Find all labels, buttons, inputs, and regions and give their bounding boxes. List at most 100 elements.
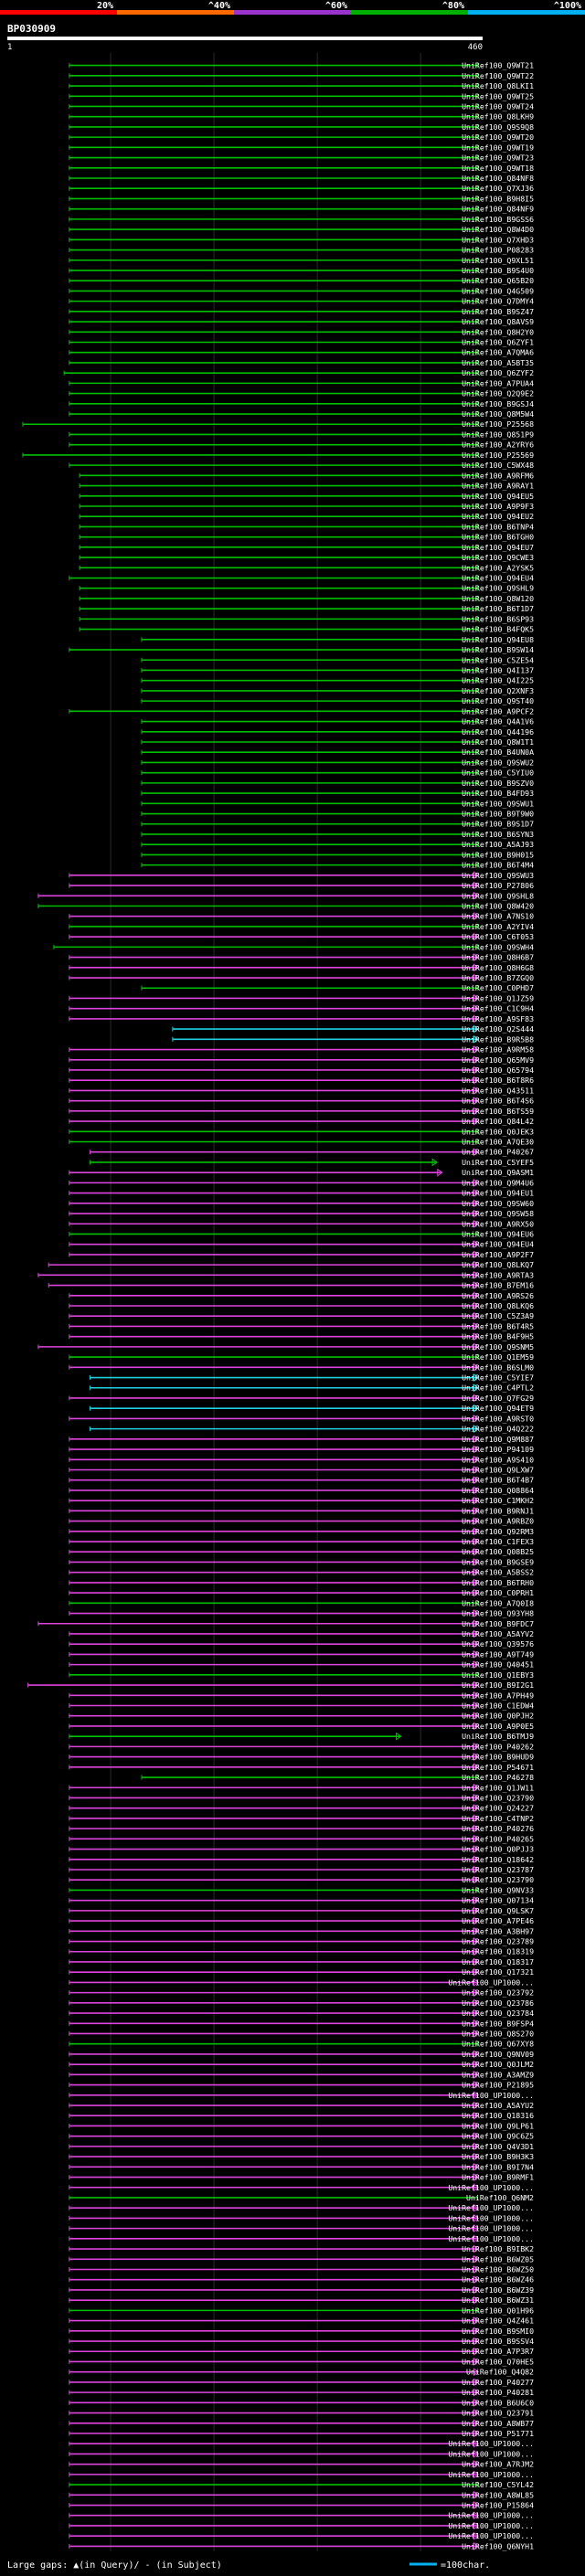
- alignment-row[interactable]: UniRef100_Q23789: [69, 1937, 534, 1946]
- alignment-row[interactable]: UniRef100_B6T4M4: [141, 861, 534, 870]
- hit-label[interactable]: UniRef100_Q94EU4: [462, 574, 534, 583]
- alignment-row[interactable]: UniRef100_Q8LKQ6: [69, 1301, 534, 1310]
- hit-label[interactable]: UniRef100_C1EDW4: [462, 1701, 534, 1711]
- hit-label[interactable]: UniRef100_B9GSJ4: [462, 399, 534, 408]
- alignment-row[interactable]: UniRef100_Q18319: [69, 1947, 534, 1956]
- alignment-row[interactable]: UniRef100_A2YIV4: [69, 922, 534, 931]
- alignment-row[interactable]: UniRef100_Q94EU8: [141, 635, 534, 644]
- alignment-row[interactable]: UniRef100_B6SP93: [79, 614, 534, 623]
- alignment-row[interactable]: UniRef100_P94109: [69, 1445, 534, 1454]
- alignment-row[interactable]: UniRef100_B6T8R6: [69, 1076, 534, 1085]
- hit-label[interactable]: UniRef100_Q7FG29: [462, 1394, 534, 1403]
- alignment-row[interactable]: UniRef100_Q4Q222: [89, 1425, 534, 1434]
- hit-label[interactable]: UniRef100_B6T4B7: [462, 1476, 534, 1485]
- alignment-row[interactable]: UniRef100_Q2Q9E2: [69, 389, 534, 398]
- hit-label[interactable]: UniRef100_Q9ST40: [462, 696, 534, 705]
- alignment-row[interactable]: UniRef100_Q4G509: [69, 286, 534, 295]
- alignment-row[interactable]: UniRef100_A7QMA6: [69, 348, 534, 357]
- hit-label[interactable]: UniRef100_Q94EU5: [462, 492, 534, 501]
- alignment-row[interactable]: UniRef100_P40262: [69, 1742, 534, 1751]
- hit-label[interactable]: UniRef100_Q9WT21: [462, 61, 534, 70]
- hit-label[interactable]: UniRef100_Q8H2Y0: [462, 327, 534, 336]
- hit-label[interactable]: UniRef100_Q2S444: [462, 1024, 534, 1034]
- alignment-row[interactable]: UniRef100_Q9M4U6: [69, 1178, 534, 1187]
- hit-label[interactable]: UniRef100_Q9XL51: [462, 256, 534, 265]
- hit-label[interactable]: UniRef100_A7RJM2: [462, 2460, 534, 2469]
- alignment-row[interactable]: UniRef100_A7PE46: [69, 1916, 534, 1925]
- alignment-row[interactable]: UniRef100_A7NS10: [69, 912, 534, 921]
- alignment-row[interactable]: UniRef100_P51771: [69, 2429, 534, 2438]
- alignment-row[interactable]: UniRef100_Q9ST40: [141, 696, 534, 705]
- alignment-row[interactable]: UniRef100_A9RS26: [69, 1291, 534, 1300]
- alignment-row[interactable]: UniRef100_Q39576: [69, 1639, 534, 1648]
- alignment-row[interactable]: UniRef100_B9HUD9: [69, 1753, 534, 1762]
- alignment-row[interactable]: UniRef100_A9RBZ0: [69, 1517, 534, 1526]
- hit-label[interactable]: UniRef100_A7P3R7: [462, 2347, 534, 2356]
- hit-label[interactable]: UniRef100_C4TNP2: [462, 1814, 534, 1823]
- hit-label[interactable]: UniRef100_P40262: [462, 1742, 534, 1751]
- alignment-row[interactable]: UniRef100_P15864: [69, 2501, 534, 2510]
- alignment-row[interactable]: UniRef100_Q67XY8: [69, 2040, 534, 2049]
- alignment-row[interactable]: UniRef100_B6TMJ9: [69, 1732, 534, 1741]
- hit-label[interactable]: UniRef100_Q84L42: [462, 1117, 534, 1126]
- alignment-row[interactable]: UniRef100_Q8LKH9: [69, 112, 534, 122]
- hit-label[interactable]: UniRef100_B6WZ31: [462, 2295, 534, 2305]
- alignment-row[interactable]: UniRef100_Q9ASM1: [69, 1168, 534, 1177]
- hit-label[interactable]: UniRef100_P25568: [462, 419, 534, 429]
- alignment-row[interactable]: UniRef100_Q0PJH2: [69, 1712, 534, 1721]
- hit-label[interactable]: UniRef100_B6T4S6: [462, 1097, 534, 1106]
- hit-label[interactable]: UniRef100_B6T1D7: [462, 604, 534, 613]
- hit-label[interactable]: UniRef100_A9SF83: [462, 1014, 534, 1023]
- alignment-row[interactable]: UniRef100_C5YIE7: [89, 1373, 534, 1383]
- hit-label[interactable]: UniRef100_Q07134: [462, 1896, 534, 1905]
- alignment-row[interactable]: UniRef100_Q94EU4: [69, 1240, 534, 1249]
- alignment-row[interactable]: UniRef100_Q23787: [69, 1865, 534, 1874]
- alignment-row[interactable]: UniRef100_P40277: [69, 2378, 534, 2387]
- hit-label[interactable]: UniRef100_Q94EU2: [462, 512, 534, 521]
- alignment-row[interactable]: UniRef100_B9FDC7: [37, 1619, 534, 1628]
- hit-label[interactable]: UniRef100_Q6ZYF2: [462, 368, 534, 377]
- hit-label[interactable]: UniRef100_Q9SWU2: [462, 758, 534, 767]
- hit-label[interactable]: UniRef100_A7Q0I8: [462, 1598, 534, 1607]
- alignment-row[interactable]: UniRef100_A7PUA4: [69, 378, 534, 387]
- hit-label[interactable]: UniRef100_Q40451: [462, 1660, 534, 1670]
- alignment-row[interactable]: UniRef100_P08283: [69, 246, 534, 255]
- alignment-row[interactable]: UniRef100_Q1EM59: [69, 1352, 534, 1362]
- hit-label[interactable]: UniRef100_Q4A1V6: [462, 717, 534, 726]
- hit-label[interactable]: UniRef100_C5ZE54: [462, 655, 534, 664]
- hit-label[interactable]: UniRef100_P46278: [462, 1773, 534, 1782]
- alignment-row[interactable]: UniRef100_Q1JZ59: [69, 993, 534, 1002]
- alignment-row[interactable]: UniRef100_B9I2G1: [27, 1680, 534, 1690]
- alignment-row[interactable]: UniRef100_Q94EU2: [79, 512, 534, 521]
- alignment-row[interactable]: UniRef100_Q07134: [69, 1896, 534, 1905]
- alignment-row[interactable]: UniRef100_Q17321: [69, 1967, 534, 1977]
- hit-label[interactable]: UniRef100_Q70HE5: [462, 2357, 534, 2366]
- alignment-row[interactable]: UniRef100_Q9SHL9: [79, 584, 534, 593]
- alignment-row[interactable]: UniRef100_B9SMI0: [69, 2327, 534, 2336]
- alignment-row[interactable]: UniRef100_C5YEF5: [89, 1158, 534, 1167]
- hit-label[interactable]: UniRef100_B9FSP4: [462, 2019, 534, 2028]
- hit-label[interactable]: UniRef100_A9T749: [462, 1649, 534, 1659]
- hit-label[interactable]: UniRef100_A9RS26: [462, 1291, 534, 1300]
- hit-label[interactable]: UniRef100_Q65MV9: [462, 1055, 534, 1065]
- hit-label[interactable]: UniRef100_Q8H6G8: [462, 963, 534, 972]
- hit-label[interactable]: UniRef100_B6TGH0: [462, 533, 534, 542]
- hit-label[interactable]: UniRef100_Q8LKH9: [462, 112, 534, 122]
- hit-label[interactable]: UniRef100_Q17321: [462, 1967, 534, 1977]
- alignment-row[interactable]: UniRef100_Q9M887: [69, 1435, 534, 1444]
- alignment-row[interactable]: UniRef100_B7ZGQ0: [69, 973, 534, 982]
- alignment-row[interactable]: UniRef100_Q84NF9: [69, 205, 534, 214]
- alignment-row[interactable]: UniRef100_B6TNP4: [79, 522, 534, 531]
- hit-label[interactable]: UniRef100_P40267: [462, 1148, 534, 1157]
- alignment-row[interactable]: UniRef100_A9RST0: [69, 1414, 534, 1423]
- alignment-row[interactable]: UniRef100_Q9XL51: [69, 256, 534, 265]
- hit-label[interactable]: UniRef100_B9I7N4: [462, 2162, 534, 2171]
- alignment-row[interactable]: UniRef100_Q8S270: [69, 2029, 534, 2038]
- hit-label[interactable]: UniRef100_UP1000...: [448, 2091, 534, 2100]
- hit-label[interactable]: UniRef100_Q4I225: [462, 676, 534, 685]
- hit-label[interactable]: UniRef100_Q4Q222: [462, 1425, 534, 1434]
- hit-label[interactable]: UniRef100_B9SMI0: [462, 2327, 534, 2336]
- hit-label[interactable]: UniRef100_UP1000...: [448, 2183, 534, 2192]
- alignment-row[interactable]: UniRef100_A2YSK5: [79, 563, 534, 572]
- alignment-row[interactable]: UniRef100_B6T4R5: [69, 1321, 534, 1330]
